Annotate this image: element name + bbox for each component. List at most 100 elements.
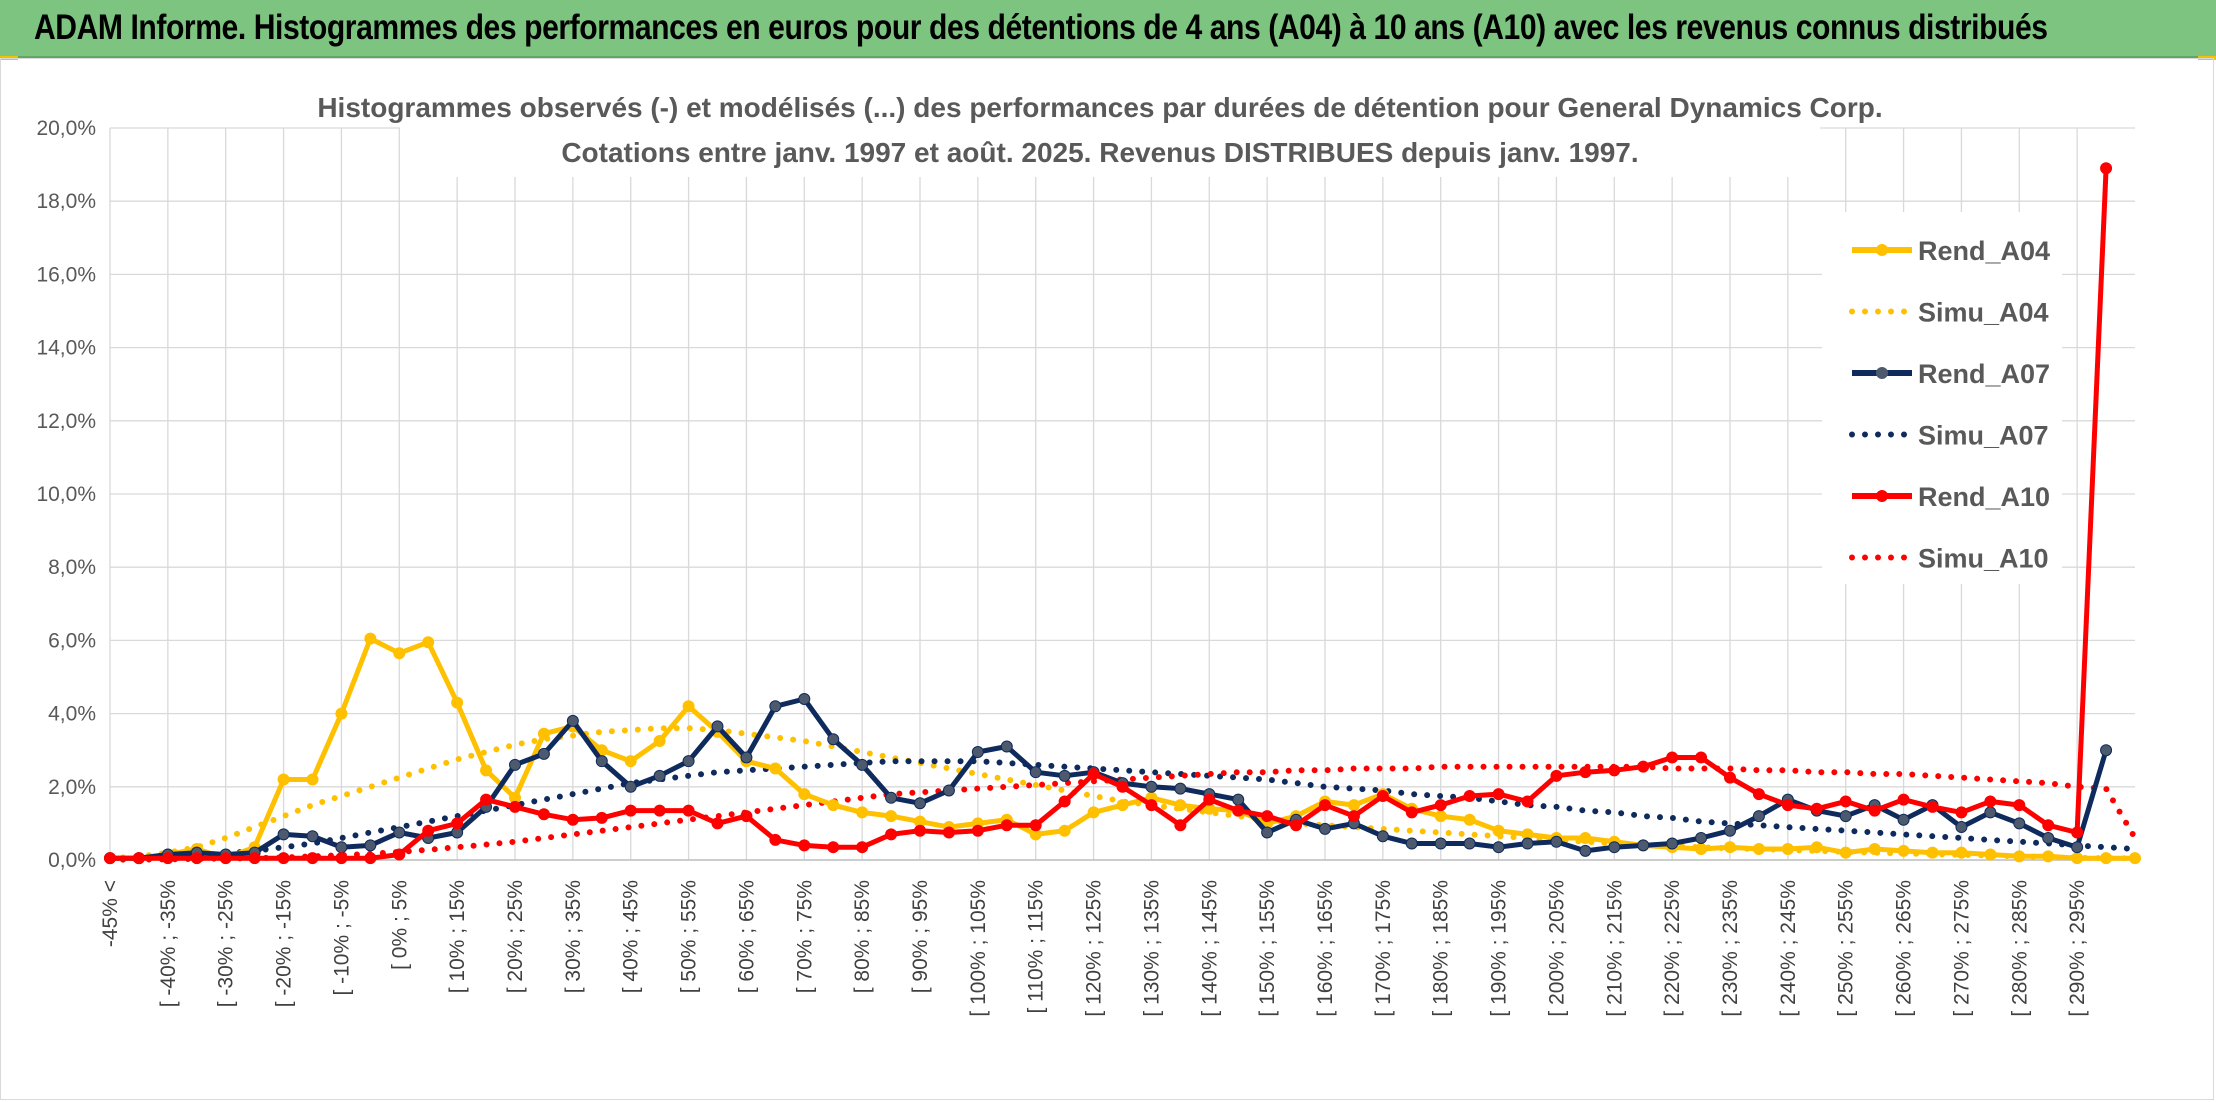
data-point-rend_a04 <box>1781 843 1794 856</box>
x-tick-label: [ 160% ; 165% <box>1314 880 1337 1017</box>
data-point-rend_a04 <box>306 773 319 786</box>
data-point-rend_a10 <box>132 852 145 865</box>
data-point-rend_a04 <box>653 735 666 748</box>
data-point-rend_a10 <box>1810 802 1823 815</box>
data-point-rend_a10 <box>1319 799 1331 812</box>
legend-background <box>1822 212 2062 584</box>
data-point-rend_a07 <box>1608 841 1621 854</box>
x-tick-label: [ 130% ; 135% <box>1140 880 1163 1017</box>
data-point-rend_a10 <box>509 800 521 813</box>
data-point-rend_a10 <box>1116 780 1129 793</box>
y-tick-label: 4,0% <box>48 703 96 726</box>
data-point-rend_a04 <box>2042 850 2055 863</box>
data-point-rend_a10 <box>1868 804 1881 817</box>
data-point-rend_a10 <box>566 813 579 826</box>
legend-marker <box>1876 367 1888 379</box>
x-tick-label: [ 0% ; 5% <box>388 880 411 970</box>
data-point-rend_a10 <box>277 852 290 865</box>
x-tick-label: [ -10% ; -5% <box>330 880 353 996</box>
x-tick-label: [ 280% ; 285% <box>2008 880 2031 1017</box>
x-tick-label: [ 140% ; 145% <box>1198 880 1221 1017</box>
data-point-rend_a04 <box>451 696 464 709</box>
data-point-rend_a07 <box>798 692 811 705</box>
data-point-rend_a07 <box>364 839 377 852</box>
data-point-rend_a04 <box>798 788 811 801</box>
x-tick-label: [ -40% ; -35% <box>157 880 180 1007</box>
y-tick-label: 10,0% <box>36 483 96 506</box>
data-point-rend_a07 <box>682 755 695 768</box>
data-point-rend_a04 <box>2013 850 2026 863</box>
data-point-rend_a10 <box>885 828 898 841</box>
data-point-rend_a10 <box>1029 819 1042 832</box>
data-point-rend_a04 <box>856 806 869 819</box>
x-tick-label: [ 120% ; 125% <box>1083 880 1106 1017</box>
data-point-rend_a07 <box>1319 822 1331 835</box>
data-point-rend_a04 <box>682 700 695 713</box>
series-line-simu_a07 <box>107 758 2138 863</box>
data-point-rend_a10 <box>971 824 984 837</box>
data-point-rend_a07 <box>1492 841 1505 854</box>
x-tick-label: [ 90% ; 95% <box>909 880 932 993</box>
x-tick-label: [ 180% ; 185% <box>1430 880 1453 1017</box>
data-point-rend_a10 <box>335 852 348 865</box>
data-point-rend_a10 <box>1695 751 1708 764</box>
legend-marker <box>1876 244 1888 256</box>
x-tick-label: [ 210% ; 215% <box>1603 880 1626 1017</box>
data-point-rend_a04 <box>1868 843 1881 856</box>
data-point-rend_a04 <box>1463 813 1476 826</box>
x-tick-label: [ 220% ; 225% <box>1661 880 1684 1017</box>
x-tick-label: [ 100% ; 105% <box>967 880 990 1017</box>
data-point-rend_a10 <box>1637 760 1650 773</box>
data-point-rend_a07 <box>1261 826 1274 839</box>
data-point-rend_a07 <box>1434 837 1447 850</box>
data-point-rend_a10 <box>595 811 608 824</box>
data-point-rend_a10 <box>1926 800 1939 813</box>
chart-frame <box>0 58 2214 1100</box>
data-point-rend_a07 <box>653 769 666 782</box>
x-tick-label: [ 240% ; 245% <box>1777 880 1800 1017</box>
x-tick-label: [ 110% ; 115% <box>1025 880 1048 1013</box>
data-point-rend_a07 <box>769 700 782 713</box>
data-point-rend_a04 <box>1839 846 1852 859</box>
legend-item-simu_a07: Simu_A07 <box>1849 421 2049 451</box>
legend-label: Simu_A04 <box>1918 298 2049 328</box>
data-point-rend_a10 <box>1463 789 1476 802</box>
legend-item-rend_a04: Rend_A04 <box>1852 236 2050 266</box>
y-tick-label: 20,0% <box>36 117 96 140</box>
title-background <box>400 85 1820 177</box>
data-point-rend_a10 <box>1058 795 1071 808</box>
data-point-rend_a10 <box>1897 793 1910 806</box>
x-tick-label: [ 150% ; 155% <box>1256 880 1279 1017</box>
data-point-rend_a07 <box>711 720 724 733</box>
data-point-rend_a04 <box>1347 799 1360 812</box>
data-point-rend_a10 <box>1000 819 1013 832</box>
data-point-rend_a10 <box>190 852 203 865</box>
legend-item-rend_a10: Rend_A10 <box>1852 482 2050 512</box>
data-point-rend_a10 <box>306 852 319 865</box>
chart-grid <box>109 127 2135 861</box>
x-tick-label: [ 290% ; 295% <box>2066 880 2089 1017</box>
data-point-rend_a10 <box>740 810 753 823</box>
data-point-rend_a10 <box>914 824 926 837</box>
chart-title: Histogrammes observés (-) et modélisés (… <box>317 92 1882 123</box>
data-point-rend_a10 <box>1290 819 1303 832</box>
data-point-rend_a07 <box>566 714 579 727</box>
x-tick-label: [ 30% ; 35% <box>562 880 585 993</box>
data-point-rend_a07 <box>393 826 406 839</box>
legend-label: Simu_A07 <box>1918 421 2049 451</box>
data-point-rend_a07 <box>1463 837 1476 850</box>
y-tick-label: 16,0% <box>36 263 96 286</box>
data-point-rend_a10 <box>1405 806 1418 819</box>
y-tick-label: 6,0% <box>48 629 96 652</box>
data-point-rend_a07 <box>306 830 319 843</box>
data-point-rend_a04 <box>364 632 377 645</box>
legend-label: Simu_A10 <box>1918 544 2049 574</box>
data-point-rend_a04 <box>2071 852 2084 865</box>
legend-item-simu_a04: Simu_A04 <box>1849 298 2049 328</box>
x-tick-label: [ 250% ; 255% <box>1835 880 1858 1017</box>
data-point-rend_a04 <box>1897 844 1910 857</box>
data-point-rend_a10 <box>1550 769 1563 782</box>
data-point-rend_a04 <box>1752 843 1765 856</box>
data-point-rend_a10 <box>451 817 464 830</box>
data-point-rend_a07 <box>509 758 521 771</box>
